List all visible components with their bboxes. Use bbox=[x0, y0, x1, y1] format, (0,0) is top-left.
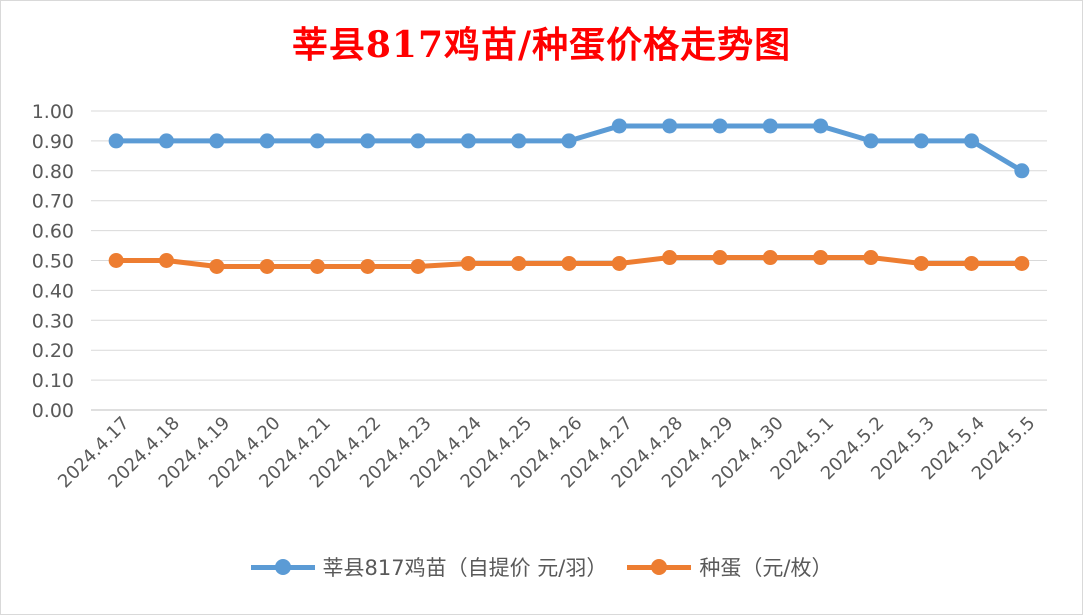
data-point bbox=[762, 250, 778, 266]
y-tick-label: 0.60 bbox=[32, 221, 74, 243]
data-point bbox=[712, 250, 728, 266]
data-point bbox=[964, 255, 980, 271]
data-point bbox=[460, 255, 476, 271]
data-point bbox=[762, 118, 778, 134]
data-point bbox=[360, 133, 376, 149]
data-point bbox=[511, 133, 527, 149]
y-tick-label: 0.40 bbox=[32, 280, 74, 302]
data-point bbox=[863, 250, 879, 266]
data-point bbox=[309, 133, 325, 149]
data-point bbox=[108, 253, 124, 268]
data-point bbox=[813, 118, 829, 134]
data-point bbox=[259, 133, 275, 149]
legend-swatch-egg bbox=[627, 555, 692, 579]
y-tick-label: 0.50 bbox=[32, 251, 74, 273]
data-point bbox=[209, 133, 225, 149]
y-tick-label: 0.90 bbox=[32, 131, 74, 153]
data-point bbox=[913, 133, 929, 149]
legend-item-chick[interactable]: 莘县817鸡苗（自提价 元/羽） bbox=[250, 552, 608, 582]
data-point bbox=[209, 258, 225, 274]
data-point bbox=[108, 133, 124, 149]
data-point bbox=[662, 250, 678, 266]
data-point bbox=[259, 258, 275, 274]
legend-label-egg: 种蛋（元/枚） bbox=[699, 556, 833, 580]
data-point bbox=[1014, 255, 1030, 271]
data-point bbox=[611, 118, 627, 134]
y-tick-label: 0.70 bbox=[32, 191, 74, 213]
data-point bbox=[511, 255, 527, 271]
legend-label-chick: 莘县817鸡苗（自提价 元/羽） bbox=[322, 556, 608, 580]
chart-title: 莘县817鸡苗/种蛋价格走势图 bbox=[291, 24, 792, 66]
data-point bbox=[611, 255, 627, 271]
data-point bbox=[561, 133, 577, 149]
data-point bbox=[410, 258, 426, 274]
data-point bbox=[712, 118, 728, 134]
data-point bbox=[913, 255, 929, 271]
y-tick-label: 0.00 bbox=[32, 400, 74, 422]
data-point bbox=[158, 133, 174, 149]
y-tick-label: 0.10 bbox=[32, 370, 74, 392]
legend-swatch-chick bbox=[250, 555, 315, 579]
y-tick-label: 0.80 bbox=[32, 161, 74, 183]
data-point bbox=[158, 253, 174, 268]
data-point bbox=[561, 255, 577, 271]
data-point bbox=[360, 258, 376, 274]
data-point bbox=[662, 118, 678, 134]
data-point bbox=[460, 133, 476, 149]
data-point bbox=[1014, 163, 1030, 179]
data-point bbox=[410, 133, 426, 149]
y-tick-label: 0.30 bbox=[32, 310, 74, 332]
y-tick-label: 1.00 bbox=[32, 101, 74, 123]
data-point bbox=[309, 258, 325, 274]
legend-item-egg[interactable]: 种蛋（元/枚） bbox=[627, 552, 832, 582]
data-point bbox=[813, 250, 829, 266]
y-tick-label: 0.20 bbox=[32, 340, 74, 362]
data-point bbox=[863, 133, 879, 149]
data-point bbox=[964, 133, 980, 149]
legend: 莘县817鸡苗（自提价 元/羽） 种蛋（元/枚） bbox=[0, 552, 1083, 582]
